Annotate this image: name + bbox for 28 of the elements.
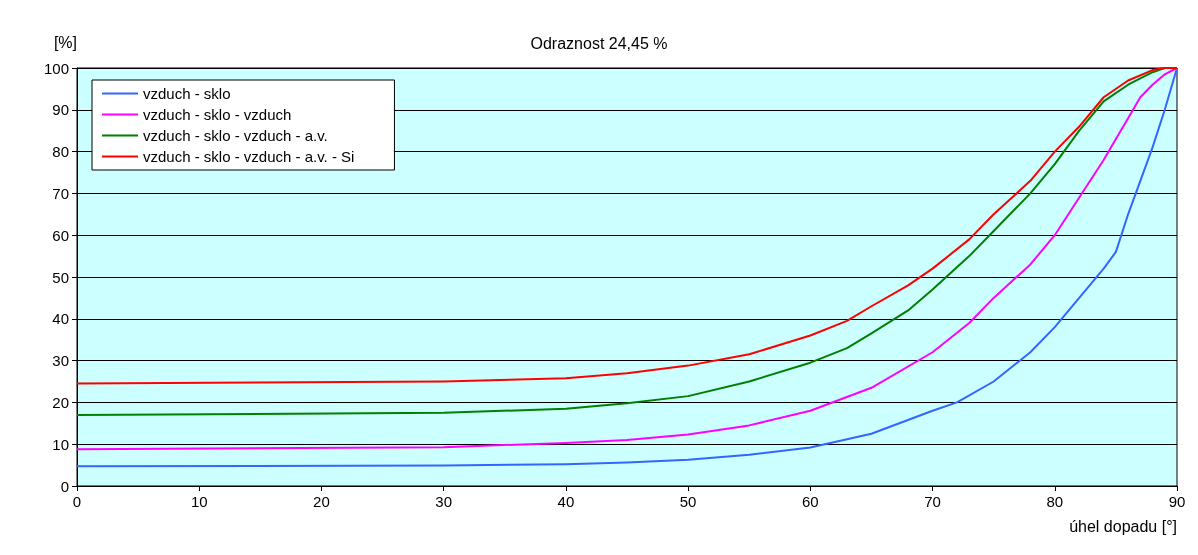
y-tick-label: 80 (52, 143, 69, 161)
chart-title: Odraznost 24,45 % (530, 34, 668, 52)
y-tick-label: 30 (52, 352, 69, 370)
x-tick-label: 0 (72, 493, 82, 510)
y-tick-label: 0 (60, 477, 69, 495)
legend-label: vzduch - sklo - vzduch - a.v. (143, 127, 328, 144)
x-tick-label: 20 (313, 493, 330, 510)
x-tick-label: 50 (679, 493, 697, 510)
y-tick-label: 20 (52, 393, 69, 411)
x-tick-label: 10 (190, 493, 208, 510)
legend-label: vzduch - sklo - vzduch - a.v. - Si (143, 148, 355, 165)
x-tick-label: 90 (1168, 493, 1186, 510)
y-tick-label: 50 (52, 268, 69, 286)
y-tick-label: 40 (52, 310, 69, 328)
legend-label: vzduch - sklo - vzduch (143, 106, 292, 123)
y-tick-label: 100 (43, 59, 69, 77)
x-tick-label: 80 (1046, 493, 1064, 510)
x-tick-label: 60 (801, 493, 819, 510)
legend-label: vzduch - sklo (143, 85, 231, 102)
x-axis-title: úhel dopadu [°] (1069, 517, 1177, 535)
y-tick-label: 10 (52, 435, 69, 453)
y-axis-title: [%] (53, 33, 77, 51)
x-tick-label: 30 (435, 493, 453, 510)
y-tick-label: 90 (52, 101, 69, 119)
x-tick-label: 70 (924, 493, 941, 510)
x-tick-label: 40 (557, 493, 575, 510)
y-tick-label: 60 (52, 226, 69, 244)
y-tick-label: 70 (52, 184, 69, 202)
